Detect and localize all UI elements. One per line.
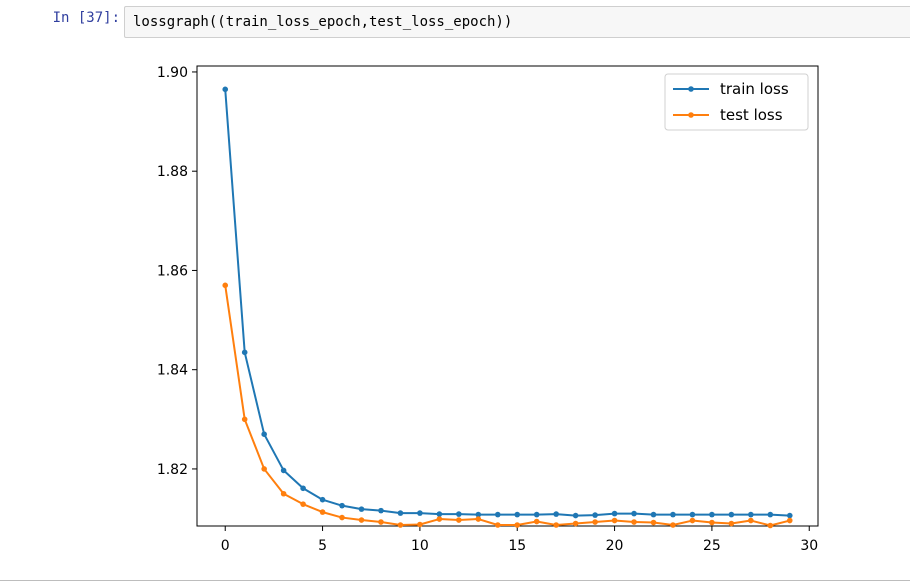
data-point [553, 511, 559, 517]
x-tick-label: 20 [606, 538, 624, 554]
data-point [572, 520, 579, 527]
data-point [670, 511, 676, 518]
code-cell-input[interactable]: lossgraph((train_loss_epoch,test_loss_ep… [124, 6, 910, 38]
data-point [786, 512, 793, 519]
data-point [456, 517, 462, 523]
data-point [533, 518, 540, 525]
data-point [241, 416, 248, 423]
data-point [280, 467, 287, 474]
cell-prompt: In [37]: [52, 10, 120, 26]
data-point [300, 485, 306, 492]
data-point [378, 519, 384, 525]
data-point [670, 522, 676, 528]
data-point [650, 519, 657, 526]
x-tick-label: 25 [703, 538, 721, 554]
data-point [728, 511, 735, 518]
data-point [280, 490, 287, 497]
data-point [709, 511, 715, 518]
series-line-0 [224, 89, 790, 517]
data-point [689, 511, 696, 518]
data-point [631, 510, 637, 517]
legend-marker [688, 86, 694, 92]
x-tick-label: 0 [221, 538, 230, 554]
data-point [436, 511, 443, 517]
data-point [475, 516, 482, 522]
data-point [241, 349, 248, 356]
data-point [514, 522, 521, 528]
x-tick-label: 10 [411, 538, 429, 554]
data-point [572, 512, 579, 519]
data-point [397, 510, 404, 516]
data-point [767, 511, 774, 518]
legend-marker [688, 112, 694, 118]
data-point [611, 517, 618, 524]
legend-label: train loss [720, 80, 789, 98]
data-point [339, 502, 345, 509]
data-point [261, 431, 267, 437]
plot-frame [196, 65, 819, 527]
y-tick-label: 1.84 [157, 363, 188, 379]
x-tick-label: 5 [318, 538, 327, 554]
series-line-1 [224, 285, 791, 527]
data-point [767, 522, 774, 529]
data-point [748, 517, 754, 524]
data-point [261, 466, 267, 472]
data-point [358, 517, 365, 523]
data-point [533, 511, 540, 518]
data-point [300, 501, 306, 507]
data-point [728, 520, 735, 527]
data-point [436, 516, 443, 522]
y-tick-label: 1.90 [157, 65, 188, 81]
data-point [319, 509, 326, 515]
data-point [592, 519, 598, 525]
data-point [553, 522, 559, 528]
loss-chart: 0 5 10 15 20 25 30 1.82 1.84 1.86 1.88 1.90 train lo… [157, 65, 819, 554]
data-point [494, 511, 501, 518]
data-point [319, 496, 326, 503]
data-point [222, 282, 229, 289]
data-point [222, 86, 229, 93]
y-tick-label: 1.86 [157, 263, 188, 279]
data-point [378, 507, 384, 514]
cell-output: 0 5 10 15 20 25 30 1.82 1.84 1.86 1.88 1.90 train lo… [0, 48, 910, 568]
data-point [709, 519, 715, 526]
data-point [494, 522, 501, 528]
data-point [358, 506, 365, 512]
data-point [475, 511, 482, 518]
data-point [689, 517, 696, 524]
legend-label: test loss [720, 106, 783, 124]
data-point [611, 510, 618, 517]
data-point [631, 519, 637, 525]
y-tick-label: 1.82 [157, 462, 188, 478]
data-point [417, 521, 423, 528]
data-point [748, 511, 754, 518]
data-point [417, 510, 423, 516]
data-point [397, 522, 404, 528]
x-tick-label: 30 [800, 538, 818, 554]
data-point [592, 512, 598, 518]
y-tick-label: 1.88 [157, 164, 188, 180]
data-point [339, 514, 345, 521]
data-point [514, 511, 521, 518]
cell-divider [0, 580, 910, 581]
x-tick-label: 15 [508, 538, 526, 554]
data-point [456, 511, 462, 517]
data-point [650, 511, 657, 518]
data-point [786, 517, 793, 524]
